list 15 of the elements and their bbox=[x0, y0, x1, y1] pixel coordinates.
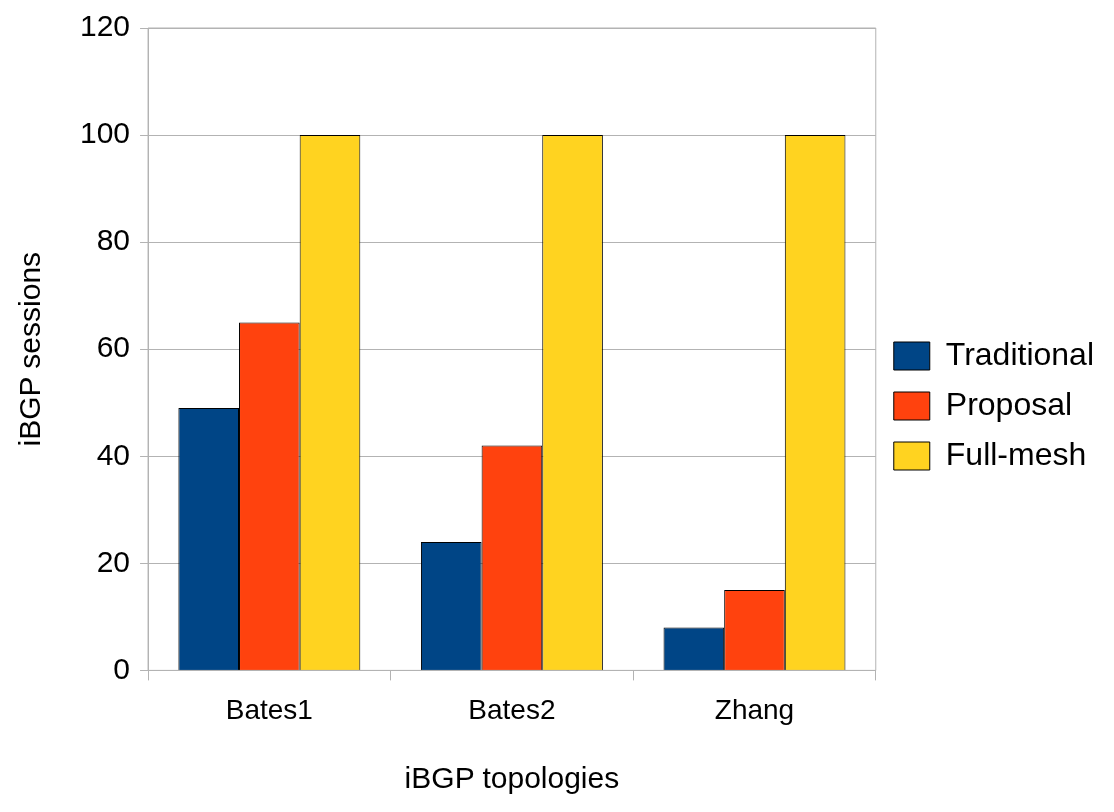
legend-label: Full-mesh bbox=[945, 435, 1087, 472]
y-tick-label: 60 bbox=[96, 330, 131, 364]
y-tick-label: 40 bbox=[96, 437, 131, 471]
y-tick-label: 0 bbox=[113, 651, 131, 685]
x-axis-title: iBGP topologies bbox=[404, 761, 620, 795]
y-tick-label: 80 bbox=[96, 223, 131, 257]
x-tick-label: Bates1 bbox=[225, 693, 313, 725]
y-tick-label: 20 bbox=[96, 544, 131, 578]
x-tick-label: Zhang bbox=[714, 693, 795, 725]
y-tick-label: 100 bbox=[79, 116, 131, 150]
legend-label: Traditional bbox=[945, 335, 1094, 372]
y-axis-title: iBGP sessions bbox=[13, 251, 47, 447]
y-tick-label: 120 bbox=[79, 9, 131, 43]
legend-label: Proposal bbox=[945, 385, 1073, 422]
x-tick-label: Bates2 bbox=[468, 693, 556, 725]
